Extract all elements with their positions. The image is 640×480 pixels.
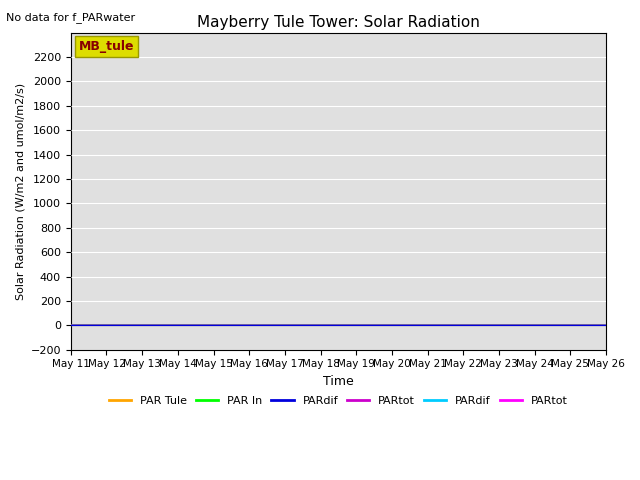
Y-axis label: Solar Radiation (W/m2 and umol/m2/s): Solar Radiation (W/m2 and umol/m2/s): [15, 83, 25, 300]
Text: No data for f_PARwater: No data for f_PARwater: [6, 12, 136, 23]
Text: MB_tule: MB_tule: [79, 40, 134, 53]
X-axis label: Time: Time: [323, 375, 354, 388]
Legend: PAR Tule, PAR In, PARdif, PARtot, PARdif, PARtot: PAR Tule, PAR In, PARdif, PARtot, PARdif…: [105, 392, 572, 411]
Title: Mayberry Tule Tower: Solar Radiation: Mayberry Tule Tower: Solar Radiation: [197, 15, 480, 30]
